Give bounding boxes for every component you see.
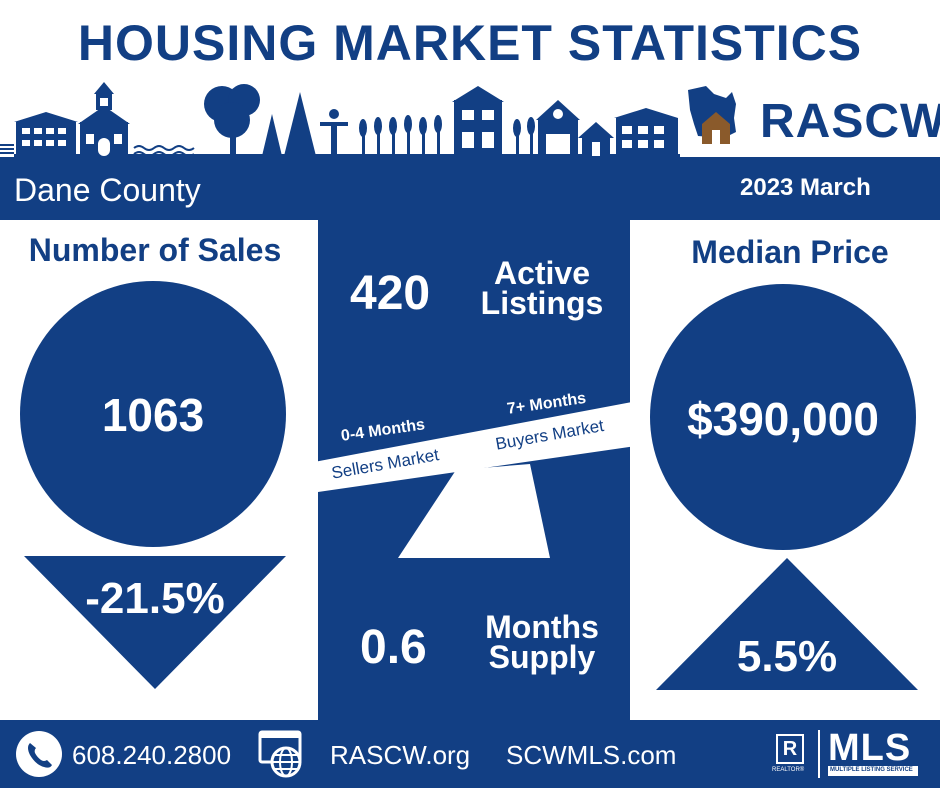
realtor-icon: R [776,734,804,764]
active-listings-label-line1: Active [493,255,591,291]
active-listings-value: 420 [350,267,431,320]
sales-circle [20,281,286,547]
region-label: Dane County [14,172,201,208]
sales-heading: Number of Sales [28,232,282,268]
footer-divider [818,730,820,778]
mls-sub-band [828,766,918,776]
price-heading: Median Price [691,234,889,270]
header-band [0,157,940,220]
price-circle [650,284,916,550]
mls-subtitle: MULTIPLE LISTING SERVICE [830,767,913,773]
page-title: HOUSING MARKET STATISTICS [77,15,863,71]
months-supply-label: Months Supply [468,609,616,675]
months-supply-label-line1: Months [485,609,599,645]
months-supply-value: 0.6 [360,621,427,674]
footer-site-rascw[interactable]: RASCW.org [330,740,471,770]
months-supply-label-line2: Supply [488,639,596,675]
sales-down-arrow-icon [24,556,286,689]
town-skyline-illustration [0,82,680,158]
footer-phone[interactable]: 608.240.2800 [72,740,232,770]
sales-value: 1063 [101,389,205,441]
web-globe-icon [258,730,302,778]
wisconsin-house-icon [688,86,736,144]
price-up-arrow-icon [656,558,918,690]
realtor-caption: REALTOR® [772,767,805,773]
footer-site-scwmls[interactable]: SCWMLS.com [506,740,677,770]
active-listings-label-line2: Listings [480,285,604,321]
rascw-logo: RASCW [760,95,940,148]
phone-icon [16,731,62,777]
market-scale-seesaw [314,402,636,558]
price-value: $390,000 [687,393,879,445]
active-listings-label: Active Listings [468,255,616,321]
mls-logo: MLS [828,727,912,769]
period-label: 2023 March [740,174,871,201]
realtor-letter: R [782,738,798,760]
price-change: 5.5% [736,632,838,681]
sales-change: -21.5% [85,574,225,623]
footer-band [0,720,940,788]
